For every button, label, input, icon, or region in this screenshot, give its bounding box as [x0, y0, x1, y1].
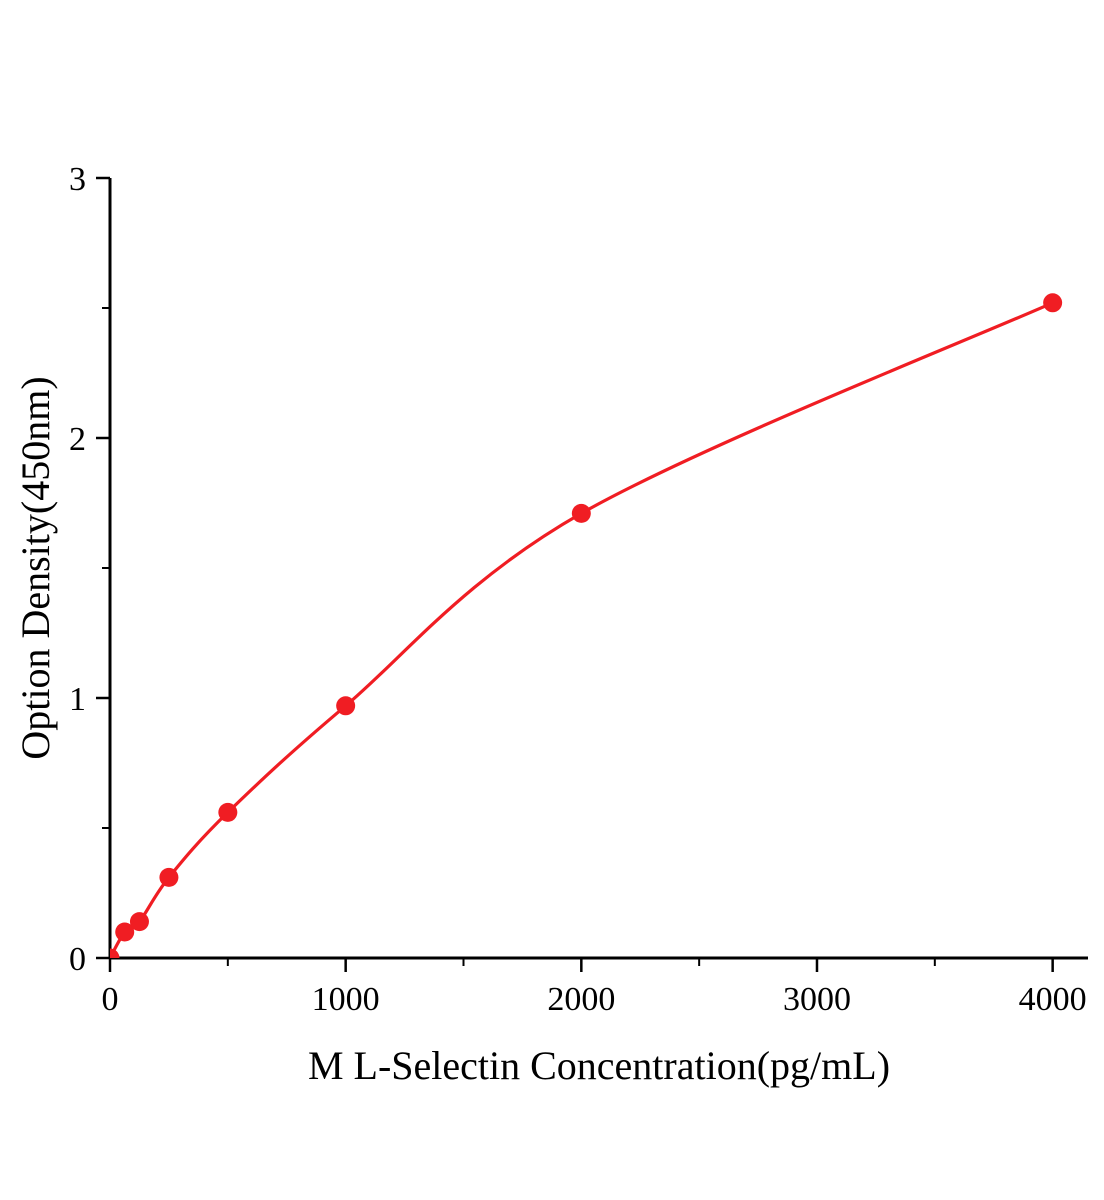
data-point	[129, 912, 149, 932]
y-tick-label: 3	[69, 161, 86, 198]
data-point	[336, 696, 356, 716]
data-point	[159, 867, 179, 887]
y-axis-label: Option Density(450nm)	[13, 376, 58, 760]
x-tick-label: 0	[102, 981, 119, 1018]
data-point	[218, 802, 238, 822]
y-tick-label: 0	[69, 941, 86, 978]
data-point	[1043, 293, 1063, 313]
x-tick-label: 2000	[547, 981, 615, 1018]
x-tick-label: 3000	[783, 981, 851, 1018]
x-axis-label: M L-Selectin Concentration(pg/mL)	[307, 1043, 891, 1088]
data-point	[115, 922, 135, 942]
y-tick-label: 2	[69, 421, 86, 458]
x-tick-label: 4000	[1019, 981, 1087, 1018]
x-tick-label: 1000	[312, 981, 380, 1018]
data-point	[571, 503, 591, 523]
y-tick-label: 1	[69, 681, 86, 718]
data-point	[110, 948, 120, 958]
standard-curve-line	[110, 301, 1054, 958]
